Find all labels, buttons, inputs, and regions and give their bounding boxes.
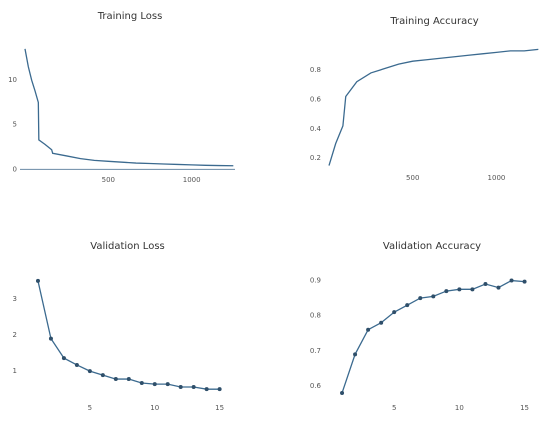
x-tick-label: 500 xyxy=(102,176,115,184)
marker xyxy=(340,390,345,395)
marker xyxy=(126,377,131,382)
line xyxy=(24,48,234,167)
y-tick-label: 0.6 xyxy=(310,95,322,103)
marker xyxy=(431,294,436,299)
marker xyxy=(496,285,501,290)
marker xyxy=(204,387,209,392)
y-tick-label: 1 xyxy=(13,367,17,375)
marker xyxy=(139,381,144,386)
y-tick-label: 0.4 xyxy=(310,125,322,133)
marker xyxy=(217,387,222,392)
x-tick-label: 1000 xyxy=(488,174,506,182)
x-tick-label: 15 xyxy=(520,404,529,412)
x-tick-label: 10 xyxy=(150,404,159,412)
marker xyxy=(418,296,423,301)
marker xyxy=(470,287,475,292)
marker xyxy=(48,336,53,341)
marker xyxy=(113,377,118,382)
marker xyxy=(100,373,105,378)
y-tick-label: 5 xyxy=(13,121,17,129)
y-tick-label: 0.6 xyxy=(310,382,322,390)
y-tick-label: 10 xyxy=(8,76,17,84)
x-tick-label: 10 xyxy=(455,404,464,412)
x-tick-label: 500 xyxy=(406,174,419,182)
chart-title: Training Loss xyxy=(97,11,163,22)
marker xyxy=(483,282,488,287)
y-tick-label: 0.8 xyxy=(310,66,321,74)
line xyxy=(37,280,220,390)
x-tick-label: 5 xyxy=(392,404,396,412)
marker xyxy=(379,320,384,325)
marker xyxy=(87,369,92,374)
marker xyxy=(61,356,66,361)
marker xyxy=(152,382,157,387)
chart-title: Validation Accuracy xyxy=(383,241,481,252)
y-tick-label: 0.2 xyxy=(310,154,321,162)
y-tick-label: 3 xyxy=(13,295,17,303)
y-tick-label: 0 xyxy=(13,165,17,173)
marker xyxy=(457,287,462,292)
marker xyxy=(392,310,397,315)
y-tick-label: 0.7 xyxy=(310,347,321,355)
line xyxy=(328,48,539,166)
marker xyxy=(444,289,449,294)
x-tick-label: 15 xyxy=(215,404,224,412)
marker xyxy=(74,362,79,367)
x-tick-label: 5 xyxy=(88,404,92,412)
marker xyxy=(353,352,358,357)
marker xyxy=(178,385,183,389)
y-tick-label: 2 xyxy=(13,331,17,339)
x-tick-label: 1000 xyxy=(183,176,201,184)
marker xyxy=(165,382,170,387)
chart-title: Validation Loss xyxy=(90,241,165,252)
chart-title: Training Accuracy xyxy=(389,16,478,27)
marker xyxy=(366,327,371,332)
marker xyxy=(509,278,514,283)
y-tick-label: 0.8 xyxy=(310,312,321,320)
y-tick-label: 0.9 xyxy=(310,277,321,285)
marker xyxy=(405,303,410,308)
marker xyxy=(522,279,527,284)
marker xyxy=(191,385,196,389)
marker xyxy=(35,278,40,283)
